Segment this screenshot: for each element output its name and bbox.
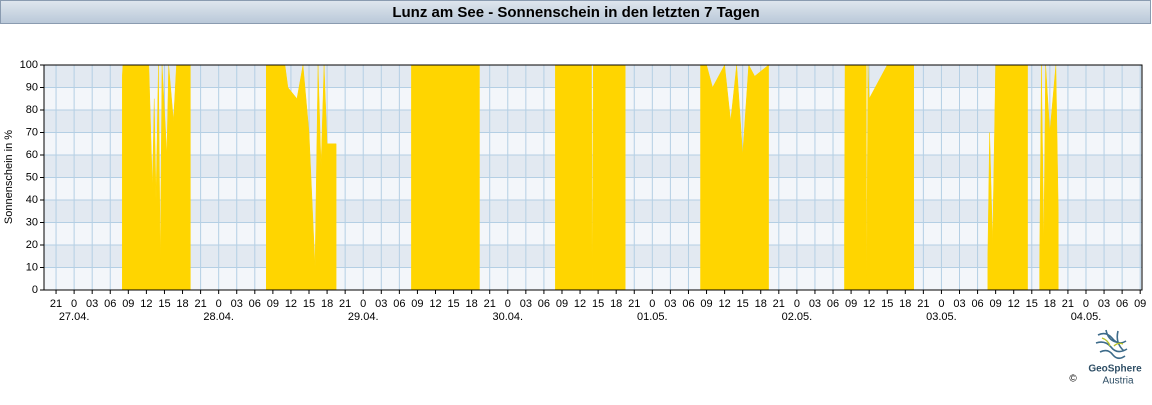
x-tick-label: 09	[556, 298, 568, 310]
y-tick-label: 90	[26, 81, 38, 93]
x-tick-label: 06	[827, 298, 839, 310]
logo-icon	[1095, 329, 1128, 360]
x-tick-label: 15	[881, 298, 893, 310]
date-label: 04.05.	[1071, 311, 1102, 323]
x-tick-label: 06	[538, 298, 550, 310]
y-tick-label: 20	[26, 239, 38, 251]
x-tick-label: 06	[249, 298, 261, 310]
date-label: 02.05.	[782, 311, 813, 323]
logo-country: Austria	[1102, 376, 1134, 387]
y-tick-label: 30	[26, 216, 38, 228]
x-tick-label: 21	[1062, 298, 1074, 310]
x-tick-label: 03	[520, 298, 532, 310]
y-tick-label: 80	[26, 104, 38, 116]
x-tick-label: 09	[122, 298, 134, 310]
sunshine-area	[844, 64, 914, 291]
y-tick-label: 0	[32, 284, 38, 296]
x-tick-label: 0	[505, 298, 511, 310]
chart-title: Lunz am See - Sonnenschein in den letzte…	[392, 4, 759, 21]
x-tick-label: 0	[71, 298, 77, 310]
y-tick-label: 70	[26, 126, 38, 138]
x-tick-label: 12	[285, 298, 297, 310]
x-tick-label: 15	[737, 298, 749, 310]
x-tick-label: 06	[1116, 298, 1128, 310]
x-tick-label: 09	[990, 298, 1002, 310]
x-tick-label: 21	[628, 298, 640, 310]
x-tick-label: 06	[682, 298, 694, 310]
x-tick-label: 03	[86, 298, 98, 310]
x-tick-label: 06	[393, 298, 405, 310]
x-tick-label: 12	[1008, 298, 1020, 310]
x-tick-label: 03	[953, 298, 965, 310]
x-tick-label: 12	[863, 298, 875, 310]
sunshine-area	[411, 64, 480, 291]
x-tick-label: 18	[466, 298, 478, 310]
y-axis-label: Sonnenschein in %	[3, 130, 15, 224]
x-tick-label: 15	[303, 298, 315, 310]
date-label: 01.05.	[637, 311, 668, 323]
date-label: 29.04.	[348, 311, 379, 323]
logo-icon-accent	[1101, 337, 1124, 347]
x-tick-label: 21	[339, 298, 351, 310]
y-tick-label: 40	[26, 194, 38, 206]
x-tick-label: 18	[1044, 298, 1056, 310]
x-tick-label: 15	[1026, 298, 1038, 310]
date-label: 03.05.	[926, 311, 957, 323]
x-tick-label: 21	[773, 298, 785, 310]
x-tick-label: 12	[718, 298, 730, 310]
y-tick-label: 60	[26, 149, 38, 161]
logo: GeoSphere Austria ©	[1069, 329, 1142, 387]
logo-copyright: ©	[1069, 374, 1077, 385]
x-tick-label: 18	[321, 298, 333, 310]
x-tick-label: 03	[1098, 298, 1110, 310]
x-tick-label: 03	[375, 298, 387, 310]
sunshine-area	[555, 64, 626, 291]
date-label: 30.04.	[492, 311, 523, 323]
sunshine-area	[700, 64, 769, 291]
x-tick-label: 21	[917, 298, 929, 310]
x-tick-label: 12	[574, 298, 586, 310]
x-tick-label: 09	[267, 298, 279, 310]
x-tick-label: 18	[610, 298, 622, 310]
date-label: 28.04.	[203, 311, 234, 323]
sunshine-area	[1039, 64, 1059, 291]
logo-name: GeoSphere	[1088, 364, 1142, 375]
x-tick-label: 18	[755, 298, 767, 310]
x-tick-label: 15	[158, 298, 170, 310]
x-tick-label: 21	[194, 298, 206, 310]
date-label: 27.04.	[59, 311, 90, 323]
x-tick-label: 0	[649, 298, 655, 310]
x-tick-label: 12	[429, 298, 441, 310]
x-tick-label: 09	[845, 298, 857, 310]
x-tick-label: 15	[592, 298, 604, 310]
x-tick-label: 03	[664, 298, 676, 310]
x-tick-label: 21	[484, 298, 496, 310]
x-tick-label: 03	[809, 298, 821, 310]
x-tick-label: 0	[360, 298, 366, 310]
plot-area: 21 0 03 06 09 12 15 18 21 0 03 06 09 12 15 18 21 0 03 06 09 1…	[20, 59, 1147, 323]
title-bar	[0, 0, 1151, 24]
y-tick-label: 10	[26, 261, 38, 273]
x-tick-label: 18	[899, 298, 911, 310]
x-tick-label: 06	[971, 298, 983, 310]
x-tick-label: 18	[176, 298, 188, 310]
x-tick-label: 21	[50, 298, 62, 310]
y-tick-label: 50	[26, 171, 38, 183]
plot-frame	[43, 64, 1143, 291]
x-tick-label: 0	[794, 298, 800, 310]
y-tick-label: 100	[20, 59, 38, 71]
x-tick-label: 12	[140, 298, 152, 310]
x-tick-label: 09	[700, 298, 712, 310]
x-tick-label: 09	[411, 298, 423, 310]
x-tick-label: 15	[447, 298, 459, 310]
x-tick-label: 0	[1083, 298, 1089, 310]
x-tick-label: 06	[104, 298, 116, 310]
x-tick-label: 0	[938, 298, 944, 310]
x-tick-label: 03	[231, 298, 243, 310]
x-tick-label: 09	[1134, 298, 1146, 310]
x-tick-label: 0	[216, 298, 222, 310]
